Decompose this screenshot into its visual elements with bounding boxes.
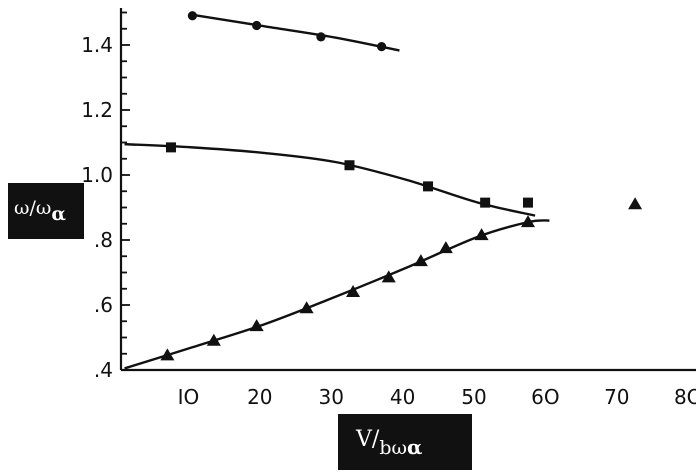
circle-point — [316, 32, 326, 42]
series-circle-curve — [192, 13, 400, 52]
circle-point — [187, 11, 197, 21]
square-point — [344, 160, 355, 171]
y-ticks: .4 .6 .8 1.0 1.2 1.4 — [81, 11, 130, 382]
triangle-point — [206, 333, 221, 346]
square-point — [165, 142, 176, 153]
triangle-point — [628, 197, 643, 210]
y-tick-label: 1.0 — [81, 163, 113, 187]
square-point — [480, 197, 491, 208]
x-ticks: IO 20 30 40 50 6O 70 8O — [178, 385, 696, 409]
square-point — [423, 181, 434, 192]
curves — [124, 13, 550, 370]
y-tick-label: 1.2 — [81, 98, 113, 122]
y-tick-label: .8 — [94, 228, 113, 252]
x-axis-label: V/bωα — [338, 414, 472, 470]
triangle-point — [520, 215, 535, 228]
triangle-point — [438, 241, 453, 254]
triangle-point — [346, 285, 361, 297]
triangle-point — [474, 228, 489, 241]
axes — [119, 8, 696, 372]
triangle-point — [299, 301, 314, 314]
circle-point — [252, 20, 262, 31]
triangle-point — [413, 254, 428, 267]
svg-text:V/bωα: V/bωα — [355, 427, 422, 459]
triangle-point — [160, 348, 175, 361]
x-tick-label: IO — [178, 385, 200, 409]
markers — [160, 11, 643, 361]
circle-point — [377, 42, 387, 52]
x-tick-label: 8O — [674, 385, 696, 409]
x-tick-label: 40 — [390, 385, 415, 409]
x-tick-label: 20 — [247, 385, 272, 409]
y-tick-label: 1.4 — [81, 33, 113, 57]
triangle-point — [249, 319, 264, 332]
square-point — [522, 197, 533, 208]
x-tick-label: 6O — [531, 385, 559, 409]
series-triangle-curve — [124, 219, 550, 370]
svg-text:ω/ωα: ω/ωα — [14, 197, 66, 225]
series-square-curve — [124, 142, 536, 217]
y-tick-label: .6 — [94, 293, 113, 317]
y-tick-label: .4 — [94, 358, 113, 382]
triangle-point — [381, 270, 396, 283]
y-axis-label: ω/ωα — [8, 183, 84, 239]
x-tick-label: 70 — [604, 385, 629, 409]
x-tick-label: 50 — [461, 385, 486, 409]
x-tick-label: 30 — [318, 385, 343, 409]
